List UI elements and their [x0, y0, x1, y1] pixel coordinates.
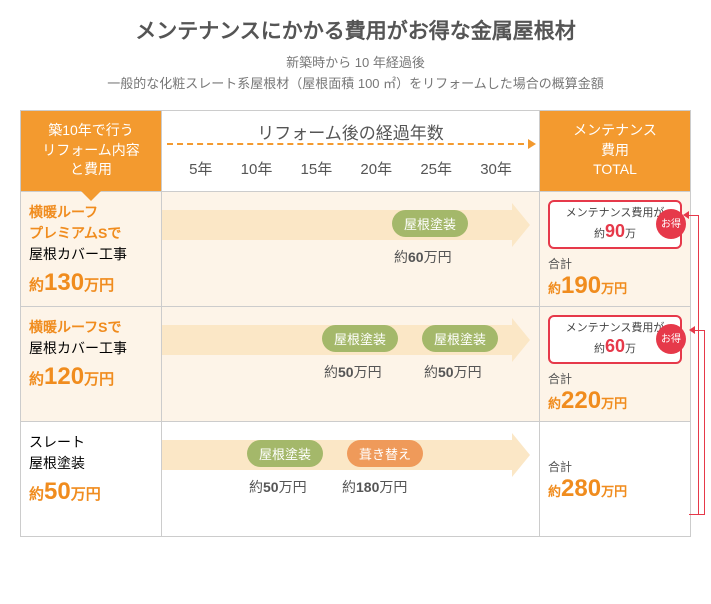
row1-otoku-badge-icon: お得: [656, 324, 686, 354]
row1-event-cost-0: 約50万円: [324, 362, 382, 382]
row2-name-l1: スレート: [29, 434, 85, 450]
year-25: 25年: [420, 158, 452, 179]
data-row-2: スレート屋根塗装約50万円屋根塗装約50万円葺き替え約180万円合計約280万円: [20, 422, 691, 537]
row0-price: 約130万円: [29, 277, 114, 294]
row2-event-1: 葺き替え: [347, 440, 423, 467]
row-left-0: 横暖ルーフプレミアムSで屋根カバー工事約130万円: [21, 192, 161, 306]
row0-otoku-badge-icon: お得: [656, 209, 686, 239]
subtitle-line1: 新築時から 10 年経過後: [286, 55, 425, 70]
header-left: 築10年で行う リフォーム内容 と費用: [21, 111, 161, 191]
row2-event-0: 屋根塗装: [247, 440, 323, 467]
data-row-0: 横暖ルーフプレミアムSで屋根カバー工事約130万円屋根塗装約60万円メンテナンス…: [20, 192, 691, 307]
row1-event-1: 屋根塗装: [422, 325, 498, 352]
header-row: 築10年で行う リフォーム内容 と費用 リフォーム後の経過年数 5年 10年 1…: [20, 110, 691, 192]
year-20: 20年: [360, 158, 392, 179]
row1-price: 約120万円: [29, 371, 114, 388]
timeline-arrow-icon: [167, 143, 534, 145]
header-right-l1: メンテナンス: [545, 121, 685, 141]
row2-event-cost-0: 約50万円: [249, 477, 307, 497]
row-mid-2: 屋根塗装約50万円 葺き替え約180万円: [161, 422, 540, 536]
row2-arrow-bar-icon: [162, 440, 512, 470]
compare-connector-2: [695, 330, 705, 515]
row-mid-0: 屋根塗装約60万円: [161, 192, 540, 306]
row0-event-cost-0: 約60万円: [394, 247, 452, 267]
row1-total: 合計約220万円: [548, 370, 682, 415]
header-mid: リフォーム後の経過年数 5年 10年 15年 20年 25年 30年: [161, 111, 540, 191]
header-left-l3: と費用: [26, 160, 156, 180]
year-10: 10年: [241, 158, 273, 179]
row2-price: 約50万円: [29, 486, 101, 503]
row-mid-1: 屋根塗装約50万円 屋根塗装約50万円: [161, 307, 540, 421]
row2-total: 合計約280万円: [548, 458, 682, 503]
row0-name-l2: プレミアムSで: [29, 225, 121, 241]
data-rows: 横暖ルーフプレミアムSで屋根カバー工事約130万円屋根塗装約60万円メンテナンス…: [20, 192, 691, 537]
row-left-1: 横暖ルーフSで屋根カバー工事約120万円: [21, 307, 161, 421]
row0-savings-box: メンテナンス費用が約90万お得: [548, 200, 682, 250]
row0-total: 合計約190万円: [548, 255, 682, 300]
subtitle-line2: 一般的な化粧スレート系屋根材（屋根面積 100 ㎡）をリフォームした場合の概算金…: [107, 76, 604, 91]
row-right-1: メンテナンス費用が約60万お得合計約220万円: [540, 307, 690, 421]
year-5: 5年: [189, 158, 212, 179]
row2-event-cost-1: 約180万円: [342, 477, 407, 497]
chart-container: メンテナンスにかかる費用がお得な金属屋根材 新築時から 10 年経過後 一般的な…: [0, 0, 711, 552]
header-right: メンテナンス 費用 TOTAL: [540, 111, 690, 191]
header-mid-title: リフォーム後の経過年数: [167, 119, 534, 144]
row1-event-cost-1: 約50万円: [424, 362, 482, 382]
header-right-l3: TOTAL: [545, 160, 685, 180]
subtitle: 新築時から 10 年経過後 一般的な化粧スレート系屋根材（屋根面積 100 ㎡）…: [20, 53, 691, 95]
year-30: 30年: [480, 158, 512, 179]
row0-name-l3: 屋根カバー工事: [29, 246, 127, 262]
row0-name-l1: 横暖ルーフ: [29, 204, 98, 220]
row1-event-0: 屋根塗装: [322, 325, 398, 352]
row-left-2: スレート屋根塗装約50万円: [21, 422, 161, 536]
header-years: 5年 10年 15年 20年 25年 30年: [167, 158, 534, 179]
row2-name-l2: 屋根塗装: [29, 455, 85, 471]
row-right-0: メンテナンス費用が約90万お得合計約190万円: [540, 192, 690, 306]
row-right-2: 合計約280万円: [540, 422, 690, 536]
header-left-l2: リフォーム内容: [26, 141, 156, 161]
row1-name-l1: 横暖ルーフSで: [29, 319, 122, 335]
year-15: 15年: [301, 158, 333, 179]
row0-event-0: 屋根塗装: [392, 210, 468, 237]
row1-savings-box: メンテナンス費用が約60万お得: [548, 315, 682, 365]
row1-name-l2: 屋根カバー工事: [29, 340, 127, 356]
header-right-l2: 費用: [545, 141, 685, 161]
data-row-1: 横暖ルーフSで屋根カバー工事約120万円 屋根塗装約50万円 屋根塗装約50万円 メン…: [20, 307, 691, 422]
main-title: メンテナンスにかかる費用がお得な金属屋根材: [20, 15, 691, 45]
header-left-l1: 築10年で行う: [26, 121, 156, 141]
